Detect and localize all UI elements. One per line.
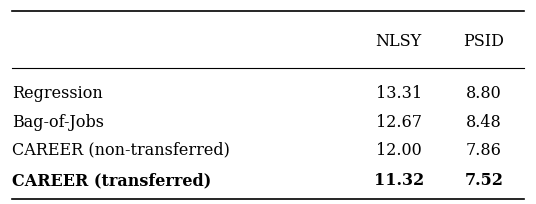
Text: Regression: Regression [12, 85, 103, 102]
Text: 7.86: 7.86 [466, 142, 502, 159]
Text: CAREER (transferred): CAREER (transferred) [12, 172, 211, 189]
Text: CAREER (non-transferred): CAREER (non-transferred) [12, 142, 230, 159]
Text: 12.67: 12.67 [376, 114, 422, 131]
Text: NLSY: NLSY [376, 33, 422, 50]
Text: 13.31: 13.31 [376, 85, 422, 102]
Text: Bag-of-Jobs: Bag-of-Jobs [12, 114, 104, 131]
Text: PSID: PSID [464, 33, 504, 50]
Text: 8.48: 8.48 [466, 114, 502, 131]
Text: 12.00: 12.00 [376, 142, 421, 159]
Text: 11.32: 11.32 [374, 172, 424, 189]
Text: 7.52: 7.52 [465, 172, 503, 189]
Text: 8.80: 8.80 [466, 85, 502, 102]
